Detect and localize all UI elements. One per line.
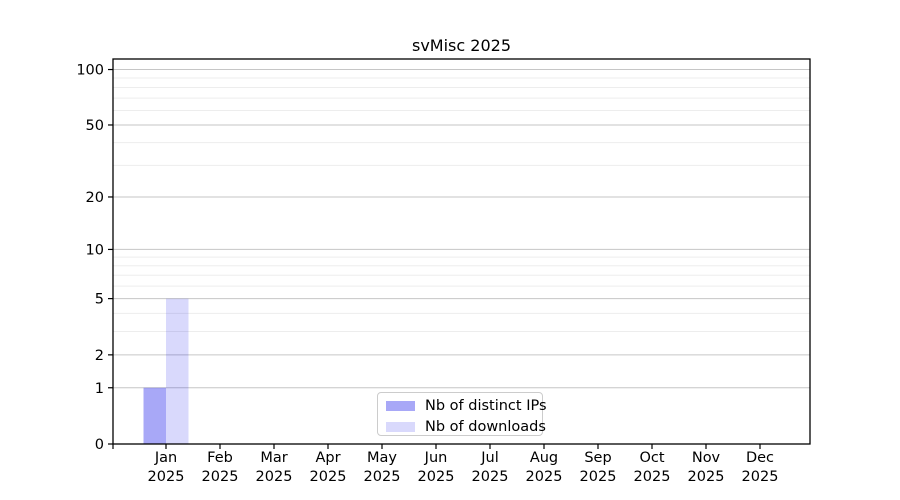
x-tick-label-year: 2025	[364, 469, 401, 485]
y-tick-label: 100	[76, 63, 104, 79]
y-tick-label: 0	[95, 437, 104, 453]
x-tick-label-year: 2025	[418, 469, 455, 485]
x-tick-label-month: Jan	[154, 450, 177, 466]
x-tick-label-month: Dec	[746, 450, 774, 466]
y-tick-label: 50	[86, 118, 104, 134]
x-tick-label-year: 2025	[688, 469, 725, 485]
x-tick-label-month: May	[367, 450, 397, 466]
legend-label-downloads: Nb of downloads	[425, 418, 546, 435]
x-tick-label-month: Nov	[692, 450, 721, 466]
x-tick-label-year: 2025	[310, 469, 347, 485]
x-tick-label-year: 2025	[742, 469, 779, 485]
x-tick-label-month: Sep	[584, 450, 611, 466]
x-tick-label-year: 2025	[256, 469, 293, 485]
x-tick-label-year: 2025	[634, 469, 671, 485]
legend-label-distinct-ips: Nb of distinct IPs	[425, 397, 547, 414]
legend-item-distinct-ips: Nb of distinct IPs	[386, 397, 547, 415]
legend-item-downloads: Nb of downloads	[386, 418, 546, 436]
y-tick-label: 5	[95, 292, 104, 308]
chart-legend: Nb of distinct IPs Nb of downloads	[377, 392, 547, 436]
y-tick-label: 1	[95, 381, 104, 397]
y-tick-label: 2	[95, 348, 104, 364]
y-tick-label: 20	[86, 190, 104, 206]
x-tick-label-month: Mar	[260, 450, 287, 466]
x-tick-label-year: 2025	[526, 469, 563, 485]
x-tick-label-month: Aug	[530, 450, 558, 466]
plot-frame	[112, 58, 811, 445]
chart-title: svMisc 2025	[412, 36, 511, 55]
x-tick-label-month: Oct	[639, 450, 664, 466]
x-tick-label-month: Jun	[424, 450, 448, 466]
bar-downloads	[166, 298, 189, 444]
bar-distinct-ips	[143, 387, 166, 444]
x-tick-label-year: 2025	[148, 469, 185, 485]
legend-swatch-downloads	[386, 422, 415, 432]
y-tick-label: 10	[86, 242, 104, 258]
x-tick-label-year: 2025	[202, 469, 239, 485]
x-tick-label-year: 2025	[580, 469, 617, 485]
x-tick-label-month: Feb	[207, 450, 233, 466]
legend-swatch-distinct-ips	[386, 401, 415, 411]
x-tick-label-month: Jul	[480, 450, 499, 466]
x-tick-label-month: Apr	[315, 450, 340, 466]
x-tick-label-year: 2025	[472, 469, 509, 485]
